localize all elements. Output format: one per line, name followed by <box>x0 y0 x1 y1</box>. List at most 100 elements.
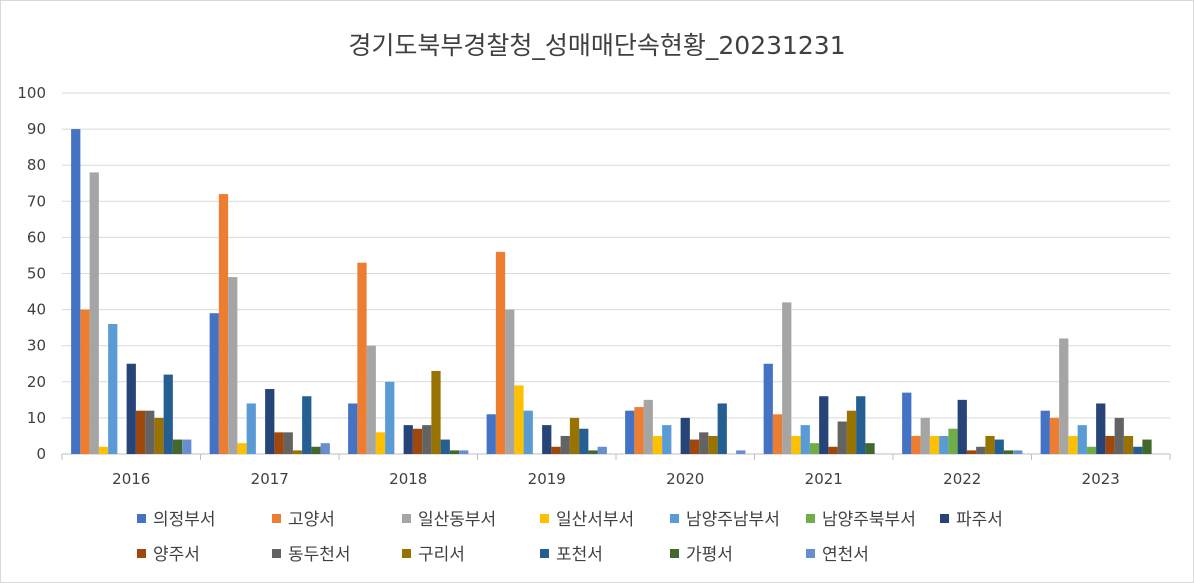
bar <box>652 435 663 454</box>
y-tick-label: 90 <box>27 120 46 138</box>
bar <box>597 446 607 454</box>
y-tick-label: 40 <box>27 301 46 319</box>
legend-label: 가평서 <box>686 545 733 565</box>
legend-label: 동두천서 <box>288 545 351 565</box>
bar <box>819 396 829 454</box>
legend-swatch <box>806 549 815 558</box>
bar <box>495 251 506 454</box>
bar <box>403 425 413 454</box>
x-tick-label: 2023 <box>1082 470 1120 488</box>
bar <box>292 450 303 454</box>
bar <box>966 450 977 454</box>
bar <box>782 302 792 454</box>
bar <box>357 262 367 454</box>
bar <box>108 324 118 454</box>
bar <box>348 403 358 454</box>
bar <box>542 425 552 454</box>
bar <box>89 172 99 455</box>
bar <box>689 439 700 454</box>
x-tick-label: 2019 <box>528 470 566 488</box>
bar <box>1077 425 1087 454</box>
bar <box>440 439 450 454</box>
bar <box>172 439 183 454</box>
bar <box>486 414 496 454</box>
bar <box>1013 450 1023 454</box>
legend-label: 의정부서 <box>153 510 216 530</box>
bar <box>459 450 469 454</box>
bar <box>274 432 284 454</box>
bar <box>865 443 875 454</box>
y-tick-label: 80 <box>27 156 46 174</box>
bar <box>939 435 949 454</box>
bar <box>505 309 515 454</box>
bar <box>246 403 256 454</box>
y-tick-label: 50 <box>27 265 46 283</box>
bar <box>1040 410 1050 454</box>
bar <box>699 432 709 454</box>
legend-swatch <box>272 549 281 558</box>
bar <box>569 417 580 454</box>
bar <box>412 428 423 454</box>
bar <box>385 381 395 454</box>
legend-label: 양주서 <box>153 545 200 565</box>
bar <box>1059 338 1069 454</box>
bar <box>856 396 866 454</box>
bar <box>126 363 136 454</box>
bar <box>911 435 921 454</box>
bar <box>449 450 460 454</box>
bar <box>182 439 192 454</box>
bar <box>514 385 524 454</box>
bar <box>994 439 1004 454</box>
bar <box>828 446 838 454</box>
legend-label: 일산동부서 <box>418 510 496 530</box>
bar <box>1123 435 1134 454</box>
y-tick-label: 10 <box>27 409 46 427</box>
bar <box>837 421 847 454</box>
legend-label: 고양서 <box>288 510 335 530</box>
bar <box>929 435 940 454</box>
legend-swatch <box>402 514 411 523</box>
bar <box>135 410 146 454</box>
bar <box>948 428 958 454</box>
chart-title: 경기도북부경찰청_성매매단속현황_20231231 <box>348 31 846 60</box>
bar <box>1068 435 1078 454</box>
x-tick-label: 2022 <box>943 470 981 488</box>
y-tick-label: 20 <box>27 373 46 391</box>
bar <box>772 414 783 454</box>
bar <box>1003 450 1014 454</box>
bar <box>80 309 90 454</box>
bar <box>809 443 820 454</box>
y-tick-label: 100 <box>17 84 46 102</box>
bar <box>1105 435 1115 454</box>
legend-label: 포천서 <box>556 545 603 565</box>
bar <box>283 432 293 454</box>
legend-label: 남양주남부서 <box>686 510 780 530</box>
bar <box>920 417 930 454</box>
legend-swatch <box>137 514 146 523</box>
legend-swatch <box>670 549 679 558</box>
bar <box>1114 417 1124 454</box>
legend-swatch <box>540 549 549 558</box>
bar <box>422 425 432 454</box>
bar <box>98 446 109 454</box>
bar <box>154 417 164 454</box>
bar <box>163 374 173 454</box>
bar <box>145 410 155 454</box>
y-tick-label: 60 <box>27 228 46 246</box>
x-tick-label: 2021 <box>805 470 843 488</box>
bar <box>662 425 672 454</box>
bar <box>375 432 386 454</box>
legend-swatch <box>670 514 679 523</box>
bar <box>736 450 746 454</box>
bar <box>71 129 81 454</box>
legend-label: 파주서 <box>956 510 1003 530</box>
bar <box>579 428 589 454</box>
x-tick-label: 2020 <box>666 470 704 488</box>
legend-swatch <box>272 514 281 523</box>
bar <box>366 345 376 454</box>
bar <box>1096 403 1106 454</box>
bar <box>560 435 570 454</box>
bar <box>634 407 644 454</box>
